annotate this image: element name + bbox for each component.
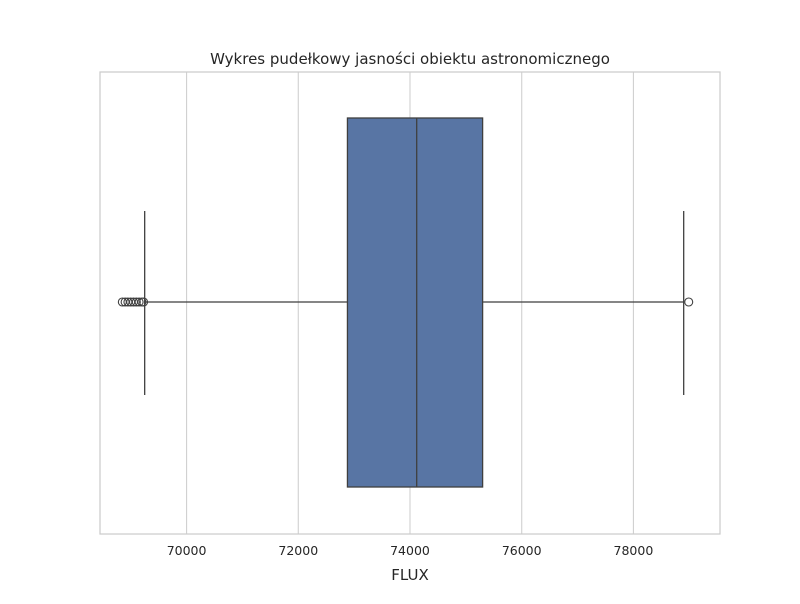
x-axis-label: FLUX xyxy=(391,566,429,584)
outliers xyxy=(117,297,694,307)
plot-frame xyxy=(99,71,721,535)
interquartile-box xyxy=(346,117,484,488)
outlier-point xyxy=(139,297,149,307)
x-tick-label: 72000 xyxy=(278,543,318,558)
x-tick-label: 70000 xyxy=(167,543,207,558)
x-tick-label: 74000 xyxy=(390,543,430,558)
x-tick-label: 76000 xyxy=(502,543,542,558)
box-plot-body xyxy=(144,117,685,488)
x-axis-ticks: 70000 72000 74000 76000 78000 xyxy=(167,543,654,558)
outlier-point xyxy=(131,297,141,307)
outlier-point xyxy=(134,297,144,307)
x-tick-label: 78000 xyxy=(614,543,654,558)
outlier-point xyxy=(684,297,694,307)
chart-title: Wykres pudełkowy jasności obiektu astron… xyxy=(210,50,610,68)
